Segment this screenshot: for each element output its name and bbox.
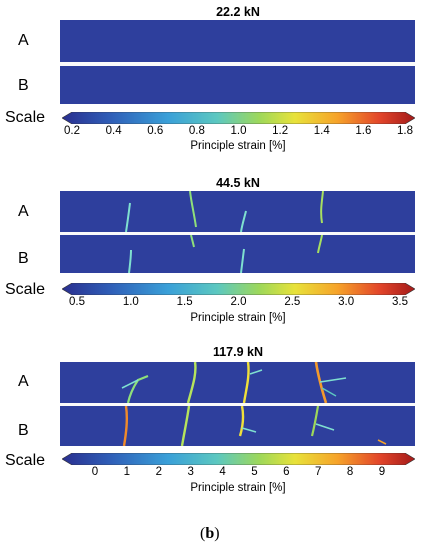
panel-3-tick-label: 7	[315, 466, 322, 478]
panel-1-tick-label: 1.0	[230, 125, 247, 137]
panel-3-cracks-b	[122, 406, 387, 446]
panel-3-tick-label: 8	[346, 466, 354, 478]
panel-3-row-b-label: B	[18, 422, 29, 439]
panel-2-tick-label: 2.5	[284, 296, 301, 308]
panel-2-tick-label: 1.0	[122, 296, 139, 308]
panel-2-cracks-b	[128, 235, 323, 273]
panel-1-separator	[60, 62, 415, 66]
panel-3-tick-label: 3	[187, 466, 194, 478]
panel-2-separator	[60, 232, 415, 235]
panel-1-tick-label: 1.6	[355, 125, 372, 137]
panel-3-strain-strip-b	[60, 406, 415, 446]
panel-2-cracks-a	[125, 191, 324, 232]
panel-2-ticks: 0.5 1.0 1.5 2.0 2.5 3.0 3.5	[69, 296, 408, 310]
panel-1-tick-label: 1.4	[313, 125, 330, 137]
panel-1-tick-label: 1.8	[397, 125, 413, 137]
caption-close-paren: )	[214, 525, 220, 542]
panel-1-tick-label: 0.4	[105, 125, 122, 137]
panel-1-colorbar-label: Principle strain [%]	[190, 140, 286, 152]
panel-3-tick-label: 1	[123, 466, 131, 478]
panel-2-tick-label: 1.5	[176, 296, 193, 308]
panel-3-scale-label: Scale	[5, 452, 46, 469]
panel-3-colorbar	[62, 453, 415, 465]
panel-1-tick-label: 0.8	[188, 125, 205, 137]
panel-2-scale-label: Scale	[5, 281, 46, 298]
panel-1-title: 22.2 kN	[216, 5, 260, 19]
panel-3-separator	[60, 403, 415, 406]
caption-letter: b	[205, 525, 215, 542]
panel-2-strain-strip-a	[60, 191, 415, 232]
panel-3-tick-label: 4	[219, 466, 226, 478]
panel-1-strain-strip-b	[60, 66, 415, 104]
caption-open-paren: (	[200, 525, 206, 542]
panel-1-scale-label: Scale	[5, 109, 46, 126]
panel-2-row-a-label: A	[18, 203, 29, 220]
panel-1-tick-label: 0.6	[147, 125, 164, 137]
panel-2-tick-label: 3.5	[392, 296, 408, 308]
panel-1-strain-strip-a	[60, 20, 415, 62]
panel-1-row-b-label: B	[18, 77, 29, 94]
panel-3-colorbar-label: Principle strain [%]	[190, 482, 286, 494]
panel-3-tick-label: 5	[251, 466, 258, 478]
panel-1-tick-label: 1.2	[272, 125, 289, 137]
figure-caption: (b)	[200, 525, 220, 543]
panel-2-tick-label: 3.0	[338, 296, 355, 308]
panel-2-colorbar-label: Principle strain [%]	[190, 312, 286, 324]
panel-3-tick-label: 0	[91, 466, 99, 478]
panel-3-tick-label: 2	[155, 466, 162, 478]
panel-1-ticks: 0.2 0.4 0.6 0.8 1.0 1.2 1.4 1.6 1.8	[64, 125, 413, 139]
panel-1-row-a-label: A	[18, 32, 29, 49]
panel-1-colorbar-graphic	[62, 112, 415, 124]
panel-2-title: 44.5 kN	[216, 176, 260, 190]
panel-2-tick-label: 0.5	[69, 296, 85, 308]
panel-3-title: 117.9 kN	[212, 345, 264, 359]
panel-3-ticks: 0 1 2 3 4 5 6 7 8 9	[92, 466, 385, 480]
panel-3-colorbar-graphic	[62, 453, 415, 465]
panel-2-colorbar	[62, 283, 415, 295]
panel-2-strain-strip-b	[60, 235, 415, 273]
panel-1-colorbar	[62, 112, 415, 124]
panel-2-tick-label: 2.0	[230, 296, 247, 308]
panel-2-colorbar-graphic	[62, 283, 415, 295]
panel-3-strain-strip-a	[60, 362, 415, 403]
panel-1-tick-label: 0.2	[64, 125, 80, 137]
panel-3-tick-label: 9	[378, 466, 386, 478]
panel-3-tick-label: 6	[283, 466, 290, 478]
panel-3-cracks-a	[121, 362, 347, 403]
panel-2-row-b-label: B	[18, 250, 29, 267]
panel-3-row-a-label: A	[18, 373, 29, 390]
